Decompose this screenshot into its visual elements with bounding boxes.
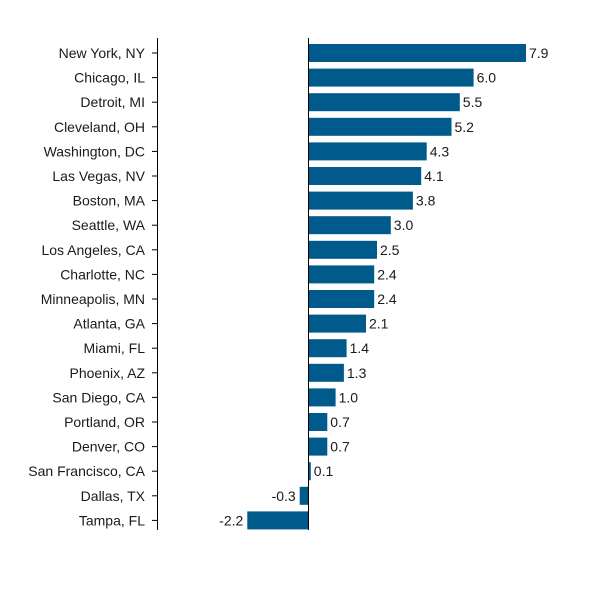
value-label-denver-co: 0.7 [330,439,350,455]
category-label-new-york-ny: New York, NY [59,45,146,61]
value-label-washington-dc: 4.3 [430,143,450,159]
category-label-las-vegas-nv: Las Vegas, NV [52,168,145,184]
value-label-miami-fl: 1.4 [350,340,370,356]
bar-new-york-ny [308,44,526,62]
bar-las-vegas-nv [308,167,422,185]
value-label-los-angeles-ca: 2.5 [380,242,400,258]
category-label-boston-ma: Boston, MA [73,193,146,209]
bar-cleveland-oh [308,117,452,136]
bar-chicago-il [308,68,474,87]
category-label-minneapolis-mn: Minneapolis, MN [41,291,145,307]
value-label-chicago-il: 6.0 [477,70,497,86]
bar-atlanta-ga [308,314,366,333]
axes [157,38,309,530]
category-label-detroit-mi: Detroit, MI [80,94,145,110]
bar-portland-or [308,413,328,431]
category-label-phoenix-az: Phoenix, AZ [70,365,146,381]
category-label-chicago-il: Chicago, IL [74,70,145,86]
bar-los-angeles-ca [308,240,377,259]
value-label-portland-or: 0.7 [330,414,350,430]
category-label-seattle-wa: Seattle, WA [72,217,146,233]
value-label-new-york-ny: 7.9 [529,45,549,61]
category-label-denver-co: Denver, CO [72,439,145,455]
value-label-las-vegas-nv: 4.1 [424,168,444,184]
value-label-seattle-wa: 3.0 [394,217,414,233]
category-label-charlotte-nc: Charlotte, NC [60,266,145,282]
value-label-cleveland-oh: 5.2 [455,119,475,135]
category-label-portland-or: Portland, OR [64,414,145,430]
bar-charlotte-nc [308,265,375,284]
bar-denver-co [308,437,328,456]
category-label-los-angeles-ca: Los Angeles, CA [41,242,145,258]
bar-miami-fl [308,339,347,358]
category-label-tampa-fl: Tampa, FL [79,512,145,528]
value-label-boston-ma: 3.8 [416,193,436,209]
value-label-phoenix-az: 1.3 [347,365,367,381]
value-label-atlanta-ga: 2.1 [369,316,389,332]
bar-tampa-fl [247,511,308,530]
bar-san-diego-ca [308,388,336,407]
bar-phoenix-az [308,363,344,382]
value-label-tampa-fl: -2.2 [219,512,243,528]
value-label-minneapolis-mn: 2.4 [377,291,397,307]
bar-boston-ma [308,191,413,210]
bar-minneapolis-mn [308,290,375,308]
bars-layer [247,44,526,530]
value-label-san-diego-ca: 1.0 [339,389,359,405]
category-labels: New York, NY Chicago, IL Detroit, MI Clevel… [28,45,145,528]
value-label-dallas-tx: -0.3 [272,488,296,504]
bar-detroit-mi [308,93,460,112]
bar-seattle-wa [308,216,391,235]
category-label-san-francisco-ca: San Francisco, CA [28,463,145,479]
value-label-charlotte-nc: 2.4 [377,266,397,282]
value-label-san-francisco-ca: 0.1 [314,463,334,479]
bar-san-francisco-ca [308,462,311,481]
category-label-cleveland-oh: Cleveland, OH [54,119,145,135]
category-label-san-diego-ca: San Diego, CA [52,389,145,405]
category-label-dallas-tx: Dallas, TX [81,488,146,504]
bar-dallas-tx [299,486,308,505]
data-labels: 7.9 6.0 5.5 5.2 4.3 4.1 3.83.0 2.5 2.4 2.4 2.1 1.4 1… [219,45,549,528]
category-label-washington-dc: Washington, DC [44,143,145,159]
category-label-atlanta-ga: Atlanta, GA [73,316,145,332]
bar-washington-dc [308,142,427,161]
value-label-detroit-mi: 5.5 [463,94,483,110]
category-ticks [152,52,157,521]
category-label-miami-fl: Miami, FL [84,340,146,356]
